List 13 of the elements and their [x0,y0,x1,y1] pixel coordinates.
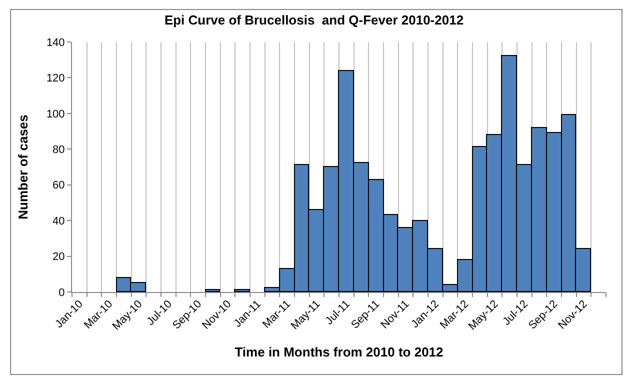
y-tick-label: 60 [52,180,65,192]
y-tick-label: 40 [52,215,65,228]
y-tick-label: 0 [58,286,65,299]
y-axis-title: Number of cases [15,114,30,220]
y-tick-label: 120 [46,72,65,85]
y-tick-label: 20 [52,251,65,264]
y-tick-label: 100 [46,108,65,120]
bar [205,289,220,292]
chart-title: Epi Curve of Brucellosis and Q-Fever 2010-2012 [164,12,464,28]
y-tick-label: 140 [46,36,65,49]
x-axis-title: Time in Months from 2010 to 2012 [234,344,444,360]
y-tick-label: 80 [52,144,65,156]
bar [234,289,250,292]
